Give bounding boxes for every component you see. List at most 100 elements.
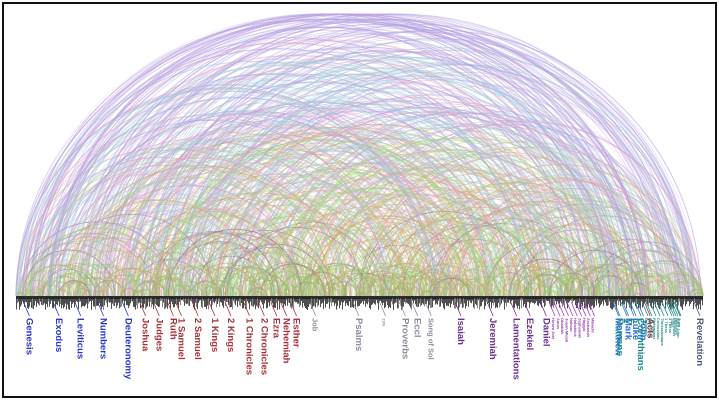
label-leader-line [674, 301, 682, 317]
chapter-bar [134, 298, 135, 308]
cross-reference-arc [399, 265, 465, 297]
chapter-bar [592, 298, 593, 306]
cross-reference-arc [76, 264, 140, 297]
cross-reference-arc [357, 191, 574, 297]
cross-reference-arc [202, 101, 593, 297]
chapter-bar [227, 298, 228, 302]
cross-reference-arc [201, 279, 237, 297]
cross-reference-arc [526, 274, 570, 297]
cross-reference-arc [54, 289, 68, 297]
chapter-bar [523, 298, 524, 307]
cross-reference-arc [353, 206, 540, 297]
cross-reference-arc [212, 285, 236, 297]
chapter-bar [245, 298, 246, 309]
chapter-bar [501, 298, 502, 304]
chapter-bar [151, 298, 152, 308]
chapter-bar [58, 298, 59, 302]
cross-reference-arc [62, 113, 438, 297]
chapter-bar [490, 298, 491, 303]
cross-reference-arc [548, 290, 560, 297]
cross-reference-arc [484, 265, 546, 297]
chapter-bar [390, 298, 391, 308]
cross-reference-arc [333, 139, 655, 297]
chapter-bar [689, 298, 690, 307]
chapter-bar [20, 298, 21, 307]
chapter-bar [632, 298, 633, 303]
cross-reference-arc [16, 291, 25, 297]
chapter-bar [678, 298, 679, 306]
chapter-bar [651, 298, 652, 308]
cross-reference-arc [86, 150, 377, 297]
book-label-1-chronicles: 1 Chronicles [244, 318, 255, 375]
chapter-bar [79, 298, 80, 302]
cross-reference-arc [232, 71, 682, 297]
chapter-bar [568, 298, 569, 303]
cross-reference-arc [250, 103, 636, 297]
cross-reference-arc [81, 289, 97, 297]
cross-reference-arc [427, 275, 469, 297]
cross-reference-arc [442, 192, 650, 297]
chapter-bar [162, 298, 163, 308]
chapter-bar [416, 298, 417, 307]
chapter-bar [335, 298, 336, 304]
chapter-bar [326, 298, 327, 304]
cross-reference-arc [185, 289, 200, 297]
chapter-bar [496, 298, 497, 307]
chapter-bar [263, 298, 264, 309]
cross-reference-arc [235, 276, 276, 297]
chapter-bar [309, 298, 310, 305]
chapter-bar [358, 298, 359, 307]
cross-reference-arc [366, 272, 413, 297]
cross-reference-arc [321, 287, 340, 297]
cross-reference-arc [420, 256, 500, 297]
chapter-bar [336, 298, 337, 310]
chapter-bar [639, 298, 640, 306]
chapter-bar [43, 298, 44, 305]
chapter-bar [254, 298, 255, 305]
label-leader-line [280, 301, 288, 317]
chapter-bar [587, 298, 588, 310]
cross-reference-arc [682, 285, 704, 297]
chapter-bar [674, 298, 675, 301]
chapter-bar [325, 298, 326, 308]
cross-reference-arc [179, 57, 656, 297]
cross-reference-arc [461, 275, 505, 297]
chapter-bar [696, 298, 697, 309]
chapter-bar [355, 298, 356, 310]
cross-reference-arc [298, 251, 387, 297]
chapter-bar [153, 298, 154, 310]
cross-reference-arc [431, 277, 471, 297]
cross-reference-arc [98, 268, 159, 297]
cross-reference-arc [297, 171, 547, 297]
chapter-bar [392, 298, 393, 305]
cross-reference-arc [193, 91, 603, 297]
cross-reference-arc [155, 102, 544, 297]
book-label-haggai: Haggai [582, 318, 587, 331]
cross-reference-arc [476, 217, 635, 297]
chapter-bar [647, 298, 648, 305]
cross-reference-arc [164, 138, 480, 297]
chapter-bar [277, 298, 278, 310]
chapter-bar [194, 298, 195, 310]
cross-reference-arc [41, 268, 97, 297]
chapter-bar [440, 298, 441, 307]
chapter-bar [675, 298, 676, 304]
chapter-bar [215, 298, 216, 302]
cross-reference-arc [207, 272, 255, 297]
chapter-bar [158, 298, 159, 307]
chapter-bar [491, 298, 492, 309]
cross-reference-arc [329, 285, 351, 297]
chapter-bar [169, 298, 170, 305]
chapter-bar [654, 298, 655, 302]
chapter-bar [49, 298, 50, 307]
cross-reference-arc [664, 286, 683, 297]
chapter-bar [204, 298, 205, 307]
cross-reference-arc [205, 162, 473, 297]
chapter-bar [170, 298, 171, 309]
cross-reference-arc [177, 150, 470, 297]
cross-reference-arc [464, 257, 542, 297]
chapter-bar [282, 298, 283, 304]
book-label-zephaniah: Zephaniah [578, 318, 583, 339]
book-label-ruth: Ruth [167, 318, 178, 340]
cross-reference-arc [630, 272, 677, 297]
